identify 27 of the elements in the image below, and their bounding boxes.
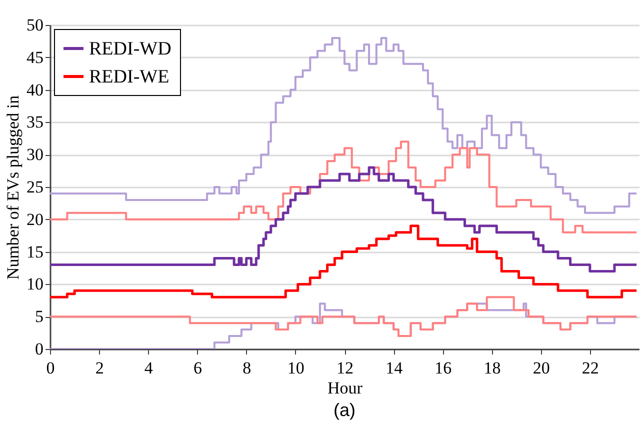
x-tick-label: 10 <box>287 358 304 378</box>
y-tick-label: 25 <box>26 178 44 196</box>
x-tick-label: 16 <box>434 358 452 378</box>
x-axis-title: Hour <box>328 378 363 398</box>
x-tick-label: 12 <box>336 358 354 378</box>
y-tick-label: 20 <box>26 210 44 229</box>
x-tick-label: 18 <box>484 358 501 378</box>
y-axis-title: Number of EVs plugged in <box>4 94 22 280</box>
legend-label: REDI-WE <box>89 66 170 88</box>
x-tick-label: 6 <box>194 358 202 378</box>
x-tick-label: 22 <box>582 358 599 378</box>
y-tick-label: 5 <box>35 307 44 326</box>
y-tick-label: 30 <box>26 145 44 164</box>
y-tick-label: 15 <box>26 242 44 262</box>
y-tick-label: 40 <box>26 80 44 100</box>
x-tick-label: 8 <box>242 358 252 378</box>
x-tick-label: 20 <box>532 358 550 378</box>
x-tick-label: 4 <box>144 358 154 378</box>
y-tick-label: 45 <box>26 48 44 67</box>
x-tick-label: 2 <box>95 358 104 378</box>
y-tick-label: 10 <box>26 274 44 294</box>
y-tick-label: 0 <box>35 340 44 358</box>
x-tick-label: 14 <box>386 358 404 378</box>
legend-label: REDI-WD <box>89 38 172 60</box>
text: (a) <box>334 400 356 420</box>
y-tick-label: 50 <box>26 16 44 34</box>
y-tick-label: 35 <box>26 112 44 132</box>
